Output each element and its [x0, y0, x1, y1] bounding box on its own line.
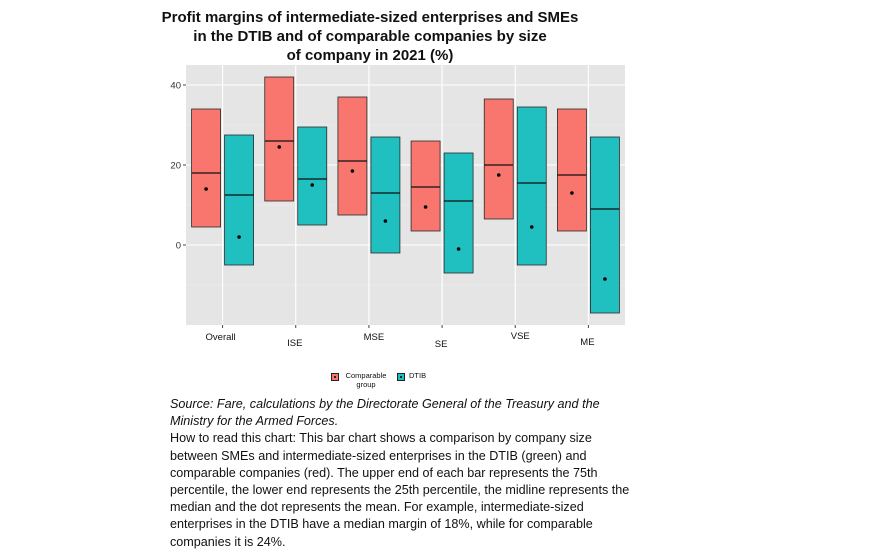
- legend-label-dtib: DTIB: [409, 371, 427, 380]
- mean-point-dtib: [237, 235, 241, 239]
- legend-label-comparable: Comparable group: [345, 371, 387, 389]
- chart-title-line: Profit margins of intermediate-sized ent…: [161, 9, 579, 26]
- box-dtib: [443, 152, 474, 274]
- mean-point-comparable: [277, 145, 282, 149]
- box-comparable: [483, 98, 514, 220]
- box-chart: 0 20 40 Overall ISE MSE SE VSE ME: [170, 65, 625, 350]
- mean-point-dtib: [310, 183, 315, 187]
- mean-point-dtib: [529, 225, 534, 229]
- legend-item-dtib: DTIB: [397, 371, 426, 381]
- legend-key-comparable: [331, 373, 339, 381]
- box-comparable: [337, 96, 368, 216]
- y-tick-label: 40: [170, 81, 181, 92]
- chart-caption: Source: Fare, calculations by the Direct…: [170, 396, 640, 551]
- box-comparable: [410, 140, 441, 232]
- mean-point-comparable: [423, 205, 428, 209]
- mean-point-dtib: [603, 277, 607, 281]
- how-to-read-note: How to read this chart: This bar chart s…: [170, 431, 630, 549]
- y-tick-label: 0: [176, 241, 181, 252]
- box-dtib: [297, 126, 328, 226]
- legend: Comparable group DTIB: [331, 371, 434, 393]
- box-dtib: [516, 106, 547, 266]
- box-dtib: [224, 134, 254, 266]
- mean-point-dtib: [456, 247, 461, 251]
- legend-item-comparable: Comparable group: [331, 371, 389, 389]
- chart-title-line: of company in 2021 (%): [286, 47, 454, 64]
- source-note: Source: Fare, calculations by the Direct…: [170, 397, 600, 429]
- box-dtib: [590, 136, 620, 314]
- mean-point-dtib: [383, 219, 388, 223]
- box-comparable: [264, 76, 295, 202]
- x-tick-label: VSE: [511, 331, 530, 342]
- box-comparable: [557, 108, 587, 232]
- mean-point-comparable: [496, 173, 501, 177]
- mean-point-comparable: [570, 191, 574, 195]
- mean-point-comparable: [350, 169, 355, 173]
- box-comparable: [191, 108, 221, 228]
- mean-point-comparable: [204, 187, 208, 191]
- x-tick-label: SE: [435, 339, 448, 350]
- plot-panel: [186, 65, 625, 325]
- x-tick-label: Overall: [206, 332, 236, 343]
- chart-title-line: in the DTIB and of comparable companies …: [193, 28, 547, 45]
- x-tick-label: ISE: [287, 338, 302, 349]
- x-tick-label: MSE: [364, 332, 385, 343]
- legend-key-dtib: [397, 373, 405, 381]
- box-dtib: [370, 136, 401, 254]
- x-tick-label: ME: [580, 337, 594, 348]
- chart-title: Profit margins of intermediate-sized ent…: [150, 8, 590, 65]
- y-tick-label: 20: [170, 161, 181, 172]
